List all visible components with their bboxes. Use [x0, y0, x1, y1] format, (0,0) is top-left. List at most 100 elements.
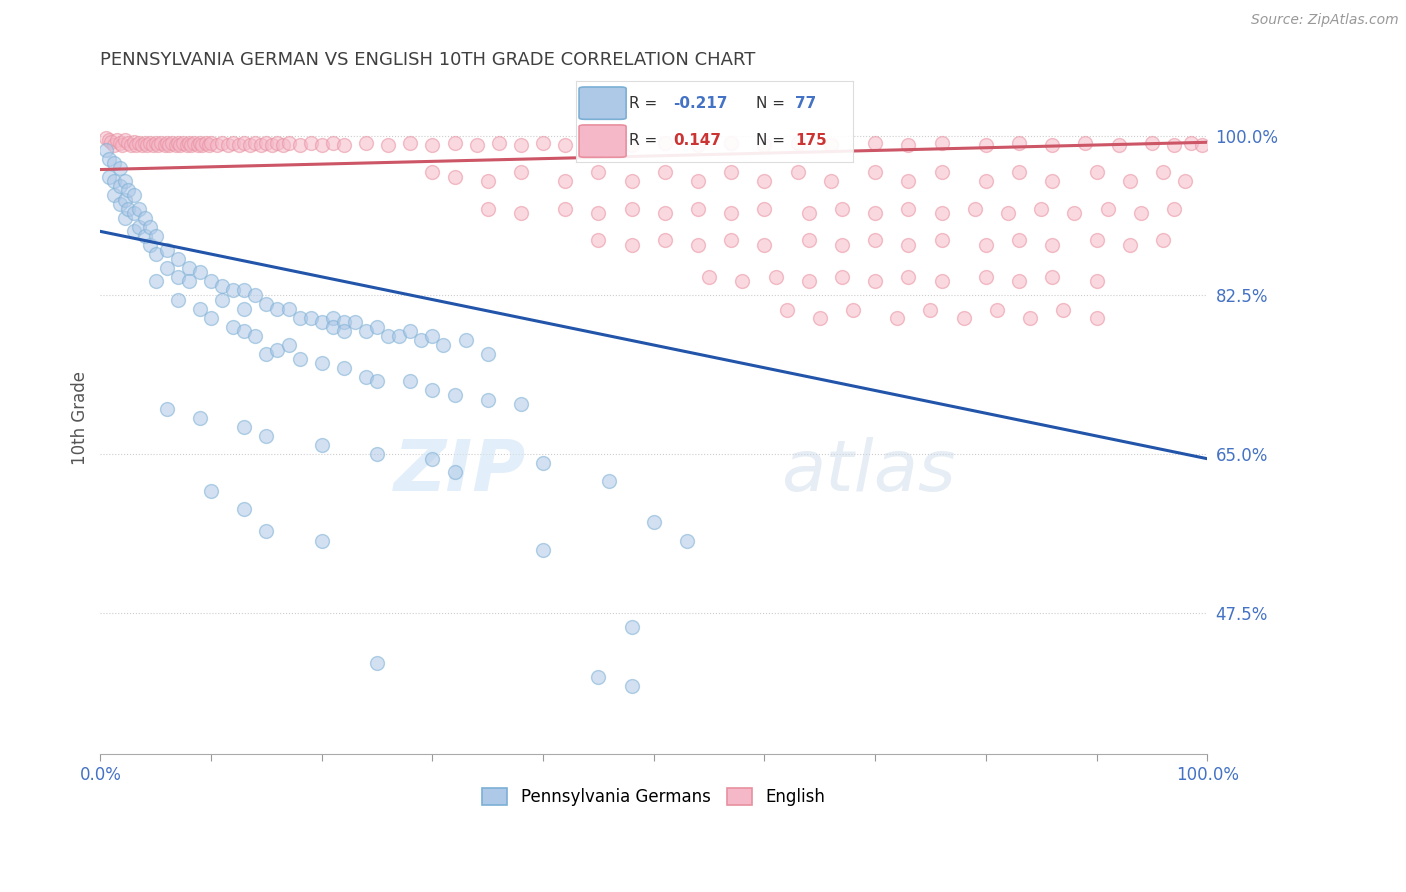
Point: [354, 136, 377, 151]
Point: [222, 284, 245, 298]
Point: [720, 165, 742, 179]
Point: [797, 234, 820, 248]
Point: [125, 138, 148, 153]
Point: [299, 136, 322, 151]
Point: [831, 238, 853, 252]
Point: [931, 206, 953, 220]
Text: atlas: atlas: [782, 437, 956, 506]
Point: [311, 438, 333, 452]
Point: [114, 211, 136, 225]
Point: [477, 202, 499, 216]
Text: ZIP: ZIP: [394, 437, 526, 506]
Point: [510, 165, 533, 179]
Point: [654, 206, 676, 220]
Point: [377, 329, 399, 343]
Point: [620, 174, 643, 188]
Point: [931, 136, 953, 151]
Point: [211, 293, 233, 307]
Point: [422, 451, 444, 466]
Point: [254, 136, 277, 151]
Point: [1108, 138, 1130, 153]
Point: [111, 138, 134, 153]
Point: [239, 138, 262, 153]
Point: [1008, 165, 1031, 179]
Point: [366, 657, 388, 671]
Point: [1085, 274, 1108, 288]
Point: [169, 138, 191, 153]
Point: [1008, 234, 1031, 248]
Point: [222, 319, 245, 334]
Point: [233, 420, 256, 434]
Point: [786, 165, 808, 179]
Point: [110, 197, 132, 211]
Point: [731, 274, 754, 288]
Point: [1063, 206, 1085, 220]
Point: [931, 274, 953, 288]
Point: [754, 202, 776, 216]
Point: [588, 165, 610, 179]
Point: [157, 138, 180, 153]
Point: [863, 274, 886, 288]
Point: [311, 533, 333, 548]
Point: [114, 174, 136, 188]
Point: [1163, 202, 1185, 216]
Point: [366, 375, 388, 389]
Point: [1180, 136, 1202, 151]
Point: [720, 136, 742, 151]
Point: [146, 138, 169, 153]
Point: [654, 136, 676, 151]
Point: [1085, 310, 1108, 325]
Point: [103, 156, 125, 170]
Point: [354, 369, 377, 384]
Point: [128, 202, 150, 216]
Point: [299, 310, 322, 325]
Point: [176, 138, 198, 153]
Point: [166, 269, 188, 284]
Point: [277, 136, 299, 151]
Point: [1040, 138, 1063, 153]
Point: [245, 288, 267, 302]
Point: [128, 136, 150, 151]
Point: [477, 174, 499, 188]
Point: [1031, 202, 1053, 216]
Point: [720, 206, 742, 220]
Point: [411, 334, 433, 348]
Point: [1140, 136, 1163, 151]
Point: [187, 138, 209, 153]
Point: [233, 284, 256, 298]
Point: [122, 206, 145, 220]
Point: [1152, 165, 1174, 179]
Point: [676, 533, 699, 548]
Point: [156, 401, 179, 416]
Point: [531, 136, 554, 151]
Point: [156, 136, 179, 151]
Point: [114, 133, 136, 147]
Point: [172, 136, 194, 151]
Point: [620, 202, 643, 216]
Point: [1191, 138, 1213, 153]
Point: [863, 234, 886, 248]
Point: [1052, 303, 1074, 318]
Point: [686, 238, 709, 252]
Point: [254, 524, 277, 539]
Point: [1040, 174, 1063, 188]
Point: [554, 174, 576, 188]
Point: [963, 202, 986, 216]
Point: [103, 188, 125, 202]
Point: [531, 456, 554, 470]
Point: [145, 247, 167, 261]
Point: [588, 234, 610, 248]
Point: [797, 274, 820, 288]
Point: [156, 260, 179, 275]
Point: [245, 329, 267, 343]
Point: [842, 303, 865, 318]
Point: [422, 329, 444, 343]
Point: [188, 136, 211, 151]
Point: [117, 184, 139, 198]
Point: [897, 174, 920, 188]
Point: [177, 260, 200, 275]
Point: [1008, 136, 1031, 151]
Point: [366, 319, 388, 334]
Point: [443, 136, 465, 151]
Point: [233, 301, 256, 316]
